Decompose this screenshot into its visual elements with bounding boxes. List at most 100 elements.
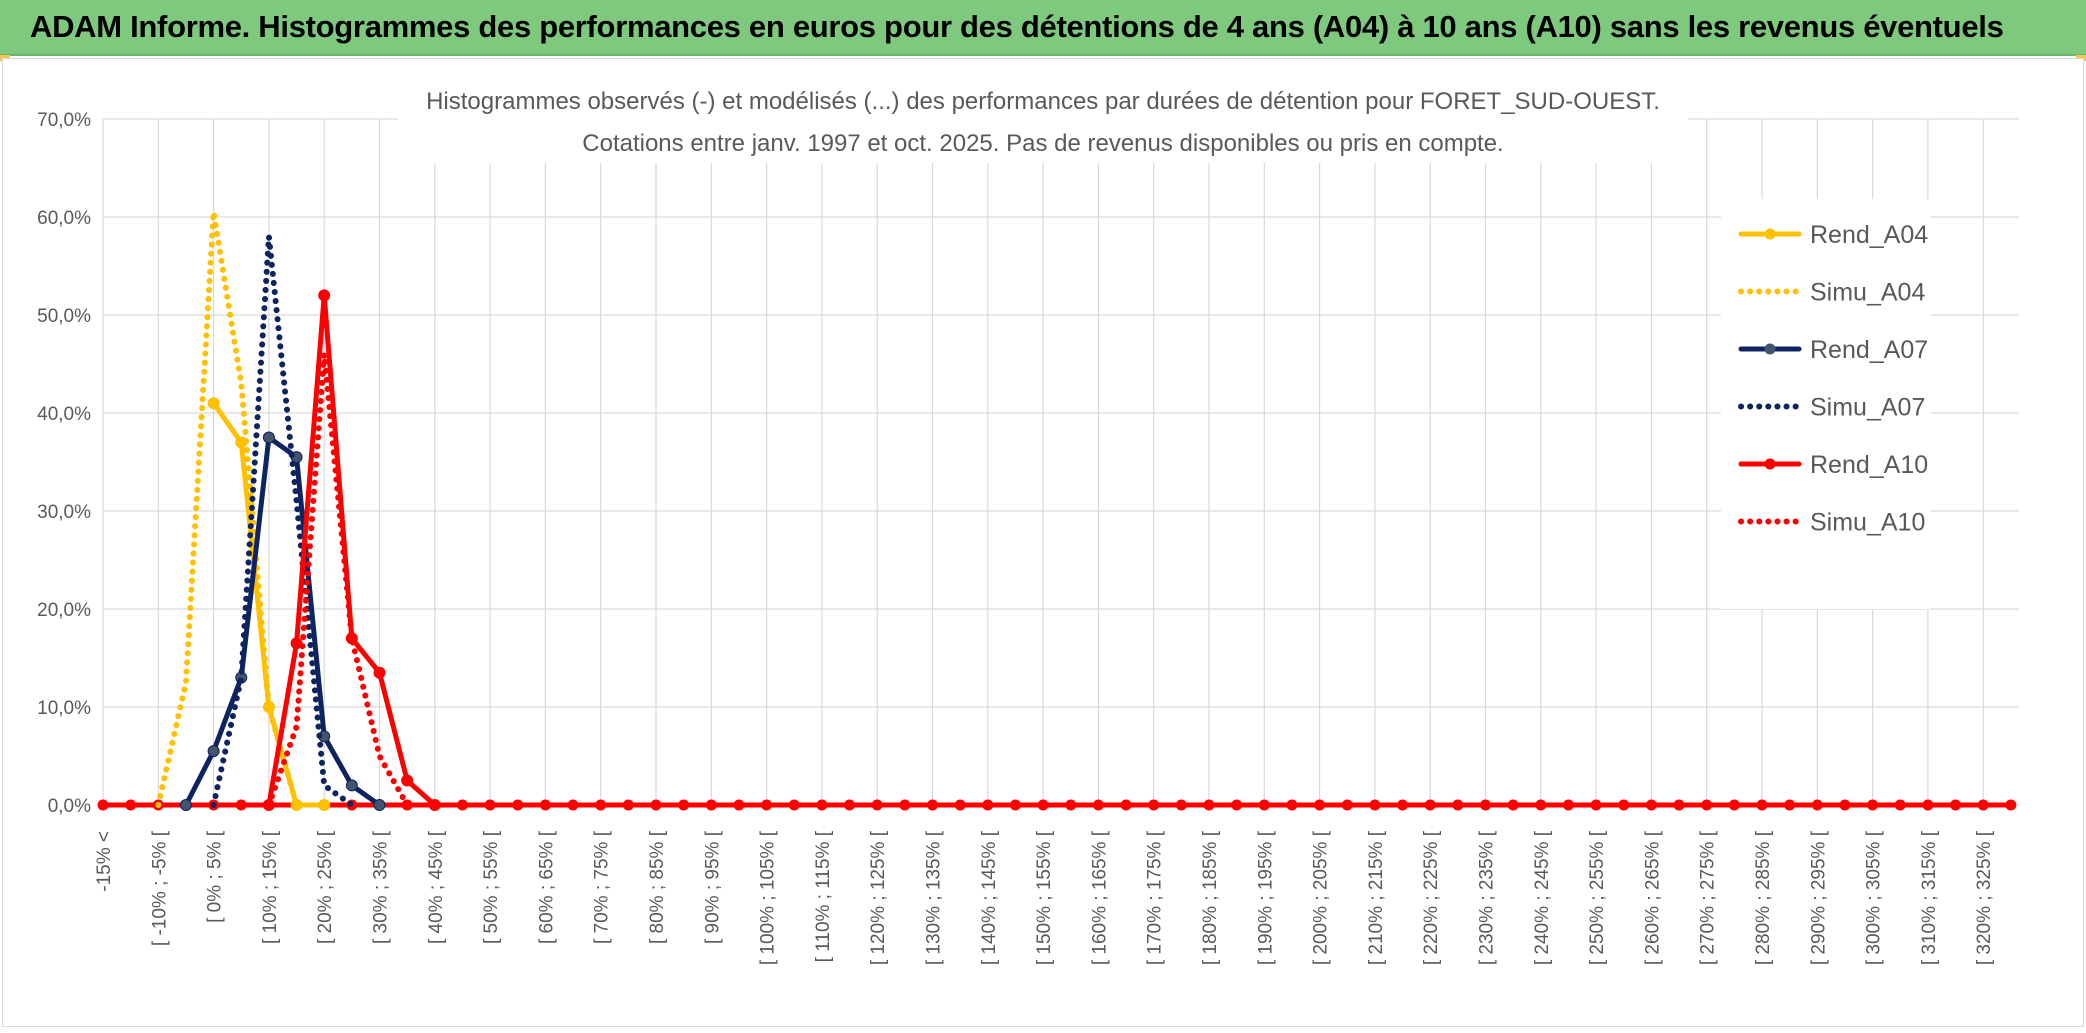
- x-tick-label: [ 170% ; 175% [: [1145, 830, 1166, 965]
- report-title: ADAM Informe. Histogrammes des performan…: [30, 9, 2004, 44]
- x-tick-label: [ 250% ; 255% [: [1587, 830, 1608, 965]
- baseline-marker: [1065, 799, 1077, 811]
- baseline-marker: [1894, 799, 1906, 811]
- series-marker: [345, 779, 358, 792]
- legend-marker: [1764, 343, 1776, 355]
- baseline-marker: [1148, 799, 1160, 811]
- x-tick-label: [ 140% ; 145% [: [979, 830, 1000, 965]
- baseline-marker: [1784, 799, 1796, 811]
- series-marker: [428, 799, 441, 811]
- y-tick-label: 30,0%: [37, 502, 91, 523]
- series-marker: [318, 289, 331, 302]
- x-tick-label: [ 310% ; 315% [: [1919, 830, 1940, 965]
- series-marker: [318, 799, 331, 811]
- legend-label: Simu_A10: [1810, 509, 1925, 537]
- x-tick-label: -15% <: [94, 831, 115, 892]
- baseline-marker: [899, 799, 911, 811]
- series-line-simu_a04: [155, 209, 300, 808]
- x-tick-label: [ 10% ; 15% [: [260, 830, 281, 944]
- baseline-marker: [1424, 799, 1436, 811]
- baseline-marker: [816, 799, 828, 811]
- baseline-marker: [1811, 799, 1823, 811]
- baseline-marker: [539, 799, 551, 811]
- baseline-marker: [1231, 799, 1243, 811]
- chart-area: 0,0% 10,0% 20,0% 30,0% 40,0% 50,0% 60,0% 70,0% -…: [2, 58, 2084, 1027]
- x-tick-label: [ 260% ; 265% [: [1642, 830, 1663, 965]
- baseline-marker: [456, 799, 468, 811]
- x-tick-label: [ 320% ; 325% [: [1974, 830, 1995, 965]
- x-tick-label: [ 200% ; 205% [: [1311, 830, 1332, 965]
- y-tick-label: 40,0%: [37, 404, 91, 425]
- baseline-marker: [650, 799, 662, 811]
- legend-background: [1721, 199, 1931, 609]
- y-tick-label: 70,0%: [37, 110, 91, 131]
- baseline-marker: [1728, 799, 1740, 811]
- legend-marker: [1764, 228, 1776, 240]
- baseline-marker: [705, 799, 717, 811]
- legend-label: Rend_A04: [1810, 221, 1928, 249]
- baseline-marker: [954, 799, 966, 811]
- series-line-simu_a10: [265, 351, 411, 808]
- report-banner: ADAM Informe. Histogrammes des performan…: [0, 0, 2086, 56]
- x-tick-label: [ 60% ; 65% [: [536, 830, 557, 944]
- x-tick-label: [ 160% ; 165% [: [1089, 830, 1110, 965]
- baseline-marker: [1701, 799, 1713, 811]
- baseline-marker: [512, 799, 524, 811]
- series-line-rend_a07: [183, 435, 382, 808]
- x-tick-label: [ 220% ; 225% [: [1421, 830, 1442, 965]
- legend-label: Simu_A04: [1810, 279, 1925, 307]
- baseline-marker: [1092, 799, 1104, 811]
- baseline-marker: [125, 799, 137, 811]
- baseline-marker: [1507, 799, 1519, 811]
- baseline-marker: [567, 799, 579, 811]
- baseline-marker: [1950, 799, 1962, 811]
- baseline-marker: [1397, 799, 1409, 811]
- baseline-marker: [1369, 799, 1381, 811]
- x-tick-label: [ 50% ; 55% [: [481, 830, 502, 944]
- baseline-marker: [844, 799, 856, 811]
- baseline-marker: [1618, 799, 1630, 811]
- legend-marker: [1764, 458, 1776, 470]
- baseline-marker: [1480, 799, 1491, 811]
- baseline-marker: [1535, 799, 1547, 811]
- chart-title-line1: Histogrammes observés (-) et modélisés (…: [426, 88, 1660, 115]
- baseline-marker: [97, 799, 109, 811]
- baseline-marker: [1175, 799, 1187, 811]
- x-tick-label: [ 210% ; 215% [: [1366, 830, 1387, 965]
- x-tick-label: [ 80% ; 85% [: [647, 830, 668, 944]
- series-marker: [262, 431, 275, 444]
- x-tick-label: [ 90% ; 95% [: [702, 830, 723, 944]
- baseline-marker: [1258, 799, 1270, 811]
- baseline-marker: [595, 799, 607, 811]
- baseline-marker: [622, 799, 634, 811]
- series-marker: [207, 745, 220, 758]
- baseline-marker: [788, 799, 800, 811]
- baseline-marker: [1922, 799, 1934, 811]
- x-tick-label: [ 150% ; 155% [: [1034, 830, 1055, 965]
- baseline-marker: [2005, 799, 2017, 811]
- baseline-marker: [484, 799, 496, 811]
- x-tick-label: [ 230% ; 235% [: [1477, 830, 1498, 965]
- series-line-simu_a07: [210, 233, 355, 808]
- legend-label: Rend_A07: [1810, 336, 1928, 364]
- y-tick-label: 20,0%: [37, 600, 91, 621]
- y-tick-label: 0,0%: [48, 796, 91, 817]
- y-tick-label: 10,0%: [37, 698, 91, 719]
- baseline-marker: [1562, 799, 1574, 811]
- legend-label: Simu_A07: [1810, 394, 1925, 422]
- series-marker: [179, 799, 192, 811]
- title-background: [398, 59, 1688, 163]
- series-marker: [373, 666, 386, 679]
- x-tick-label: [ 280% ; 285% [: [1753, 830, 1774, 965]
- histogram-chart: 0,0% 10,0% 20,0% 30,0% 40,0% 50,0% 60,0% 70,0% -…: [37, 59, 2019, 965]
- x-tick-label: [ 120% ; 125% [: [868, 830, 889, 965]
- x-tick-label: [ 240% ; 245% [: [1532, 830, 1553, 965]
- baseline-marker: [1673, 799, 1685, 811]
- baseline-marker: [871, 799, 883, 811]
- x-tick-label: [ 100% ; 105% [: [758, 830, 779, 965]
- baseline-marker: [678, 799, 690, 811]
- baseline-marker: [761, 799, 773, 811]
- chart-title-line2: Cotations entre janv. 1997 et oct. 2025.…: [582, 130, 1503, 157]
- x-tick-label: [ 20% ; 25% [: [315, 830, 336, 944]
- baseline-marker: [1203, 799, 1215, 811]
